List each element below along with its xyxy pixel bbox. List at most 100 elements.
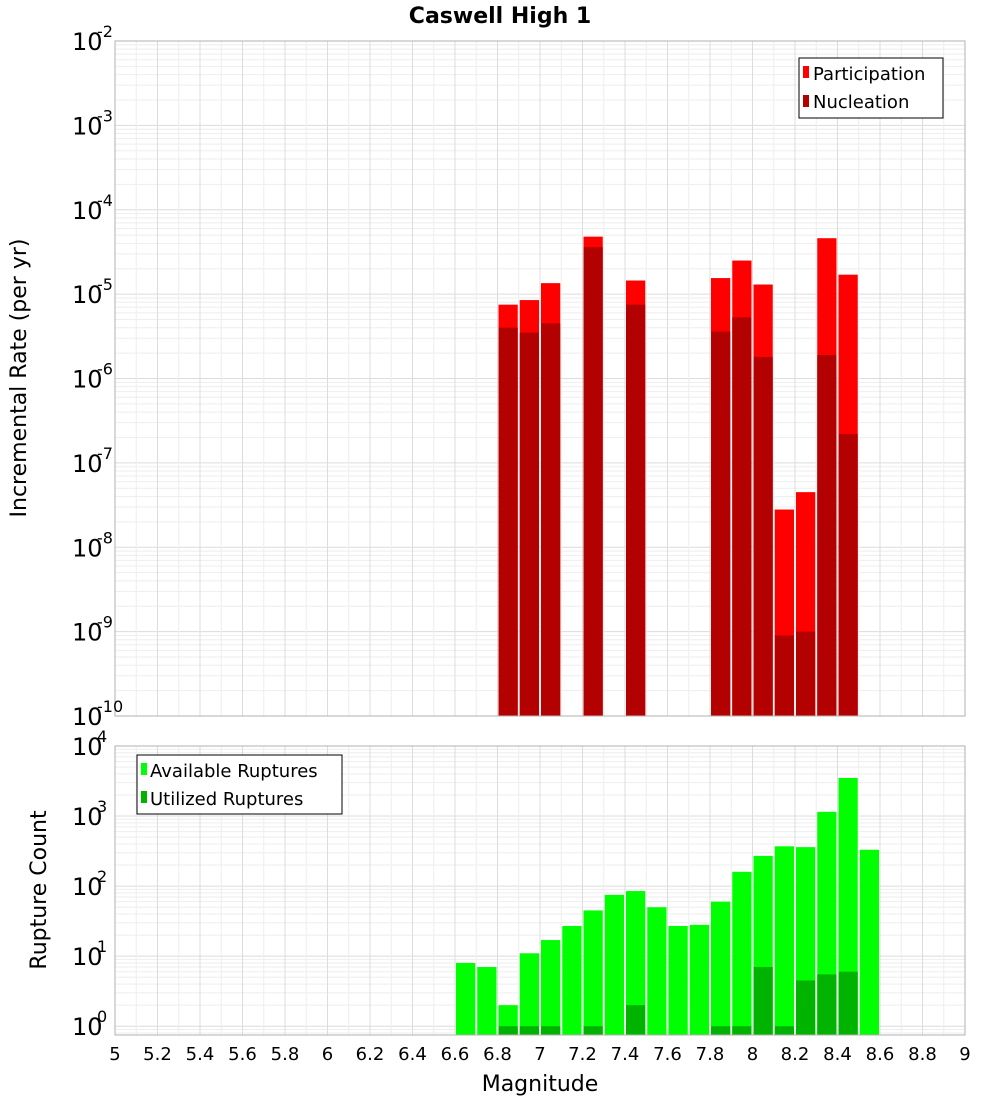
x-tick-label: 6.6 — [441, 1044, 470, 1065]
y-tick-label: 10 — [72, 281, 103, 309]
bar-secondary — [817, 354, 837, 716]
bar-secondary — [838, 433, 858, 716]
y-tick-exponent: -8 — [97, 528, 113, 547]
x-tick-label: 5.4 — [186, 1044, 215, 1065]
bottom-plot-border — [114, 745, 966, 1036]
x-tick-label: 8 — [747, 1044, 758, 1065]
x-tick-label: 5.6 — [228, 1044, 257, 1065]
x-tick-label: 8.8 — [908, 1044, 937, 1065]
y-tick-label: 10 — [72, 534, 103, 562]
bar-secondary — [817, 974, 837, 1035]
bar-secondary — [519, 1026, 539, 1035]
x-tick-label: 7.6 — [653, 1044, 682, 1065]
y-tick-exponent: -9 — [97, 613, 113, 632]
bar-primary — [668, 925, 688, 1035]
bar-primary — [583, 910, 603, 1035]
bar-primary — [774, 846, 794, 1035]
x-tick-label: 5.2 — [143, 1044, 172, 1065]
legend-label-utilized: Utilized Ruptures — [150, 789, 303, 810]
y-tick-exponent: 3 — [97, 797, 107, 816]
legend-swatch-available — [141, 763, 147, 775]
y-tick-exponent: -6 — [97, 360, 113, 379]
top-plot-border — [114, 40, 966, 717]
x-tick-label: 5 — [109, 1044, 120, 1065]
bar-secondary — [583, 247, 603, 716]
bar-secondary — [774, 635, 794, 716]
bar-secondary — [519, 332, 539, 716]
y-tick-exponent: -7 — [97, 444, 113, 463]
bottom-bars — [456, 777, 879, 1035]
bar-secondary — [498, 327, 518, 716]
bar-secondary — [711, 331, 731, 716]
x-tick-label: 8.6 — [866, 1044, 895, 1065]
y-tick-label: 10 — [72, 450, 103, 478]
bar-primary — [477, 967, 497, 1035]
bar-primary — [732, 871, 752, 1035]
x-tick-label: 7 — [534, 1044, 545, 1065]
bar-primary — [562, 925, 582, 1035]
bottom-y-axis-label: Rupture Count — [27, 810, 52, 970]
y-tick-exponent: -5 — [97, 275, 113, 294]
top-legend-box — [798, 57, 944, 119]
bar-primary — [519, 953, 539, 1035]
legend-swatch-nucleation — [803, 95, 809, 107]
top-grid — [114, 41, 966, 717]
top-y-axis-label: Incremental Rate (per yr) — [7, 239, 32, 518]
y-tick-label: 10 — [72, 112, 103, 140]
top-bars — [498, 236, 858, 716]
y-tick-exponent: -3 — [97, 106, 113, 125]
top-legend: Participation Nucleation — [798, 57, 944, 119]
x-tick-label: 8.2 — [781, 1044, 810, 1065]
y-tick-label: 10 — [72, 803, 103, 831]
chart-title: Caswell High 1 — [409, 4, 591, 29]
y-tick-exponent: 2 — [97, 867, 107, 886]
y-tick-exponent: -10 — [97, 697, 123, 716]
bar-secondary — [732, 317, 752, 716]
y-tick-exponent: -2 — [97, 22, 113, 41]
y-tick-exponent: -4 — [97, 191, 113, 210]
bar-secondary — [583, 1026, 603, 1035]
top-panel: 10-210-310-410-510-610-710-810-910-10 Pa… — [7, 22, 966, 731]
bar-primary — [456, 962, 476, 1035]
bar-primary — [711, 901, 731, 1035]
bar-primary — [689, 924, 709, 1035]
bar-secondary — [753, 356, 773, 716]
y-tick-label: 10 — [72, 943, 103, 971]
bar-secondary — [541, 1026, 561, 1035]
y-tick-exponent: 4 — [97, 727, 107, 746]
y-tick-exponent: 0 — [97, 1007, 107, 1026]
bottom-legend: Available Ruptures Utilized Ruptures — [136, 754, 343, 815]
bar-secondary — [711, 1026, 731, 1035]
legend-label-participation: Participation — [813, 64, 925, 85]
x-tick-label: 6.2 — [356, 1044, 385, 1065]
bar-primary — [859, 849, 879, 1035]
x-tick-label: 8.4 — [823, 1044, 852, 1065]
bottom-x-ticks: 5 5.2 5.4 5.6 5.8 6 6.2 6.4 6.6 6.8 7 7.2 7.4 7.6 7.8 8… — [109, 1044, 970, 1065]
y-tick-label: 10 — [72, 733, 103, 761]
y-tick-label: 10 — [72, 703, 103, 731]
bar-secondary — [732, 1026, 752, 1035]
x-tick-label: 6.4 — [398, 1044, 427, 1065]
bar-primary — [604, 894, 624, 1035]
legend-label-nucleation: Nucleation — [813, 92, 909, 113]
bar-primary — [838, 777, 858, 1035]
x-tick-label: 7.2 — [568, 1044, 597, 1065]
bar-primary — [541, 940, 561, 1035]
legend-swatch-utilized — [141, 791, 147, 803]
y-tick-label: 10 — [72, 197, 103, 225]
x-tick-label: 7.8 — [696, 1044, 725, 1065]
y-tick-label: 10 — [72, 366, 103, 394]
legend-swatch-participation — [803, 66, 809, 78]
bar-primary — [626, 891, 646, 1035]
top-y-ticks: 10-210-310-410-510-610-710-810-910-10 — [72, 22, 123, 731]
y-tick-label: 10 — [72, 1013, 103, 1041]
bottom-legend-box — [136, 754, 343, 815]
y-tick-exponent: 1 — [97, 937, 107, 956]
y-tick-label: 10 — [72, 619, 103, 647]
bar-secondary — [796, 980, 816, 1035]
bar-secondary — [626, 1005, 646, 1035]
x-tick-label: 5.8 — [271, 1044, 300, 1065]
